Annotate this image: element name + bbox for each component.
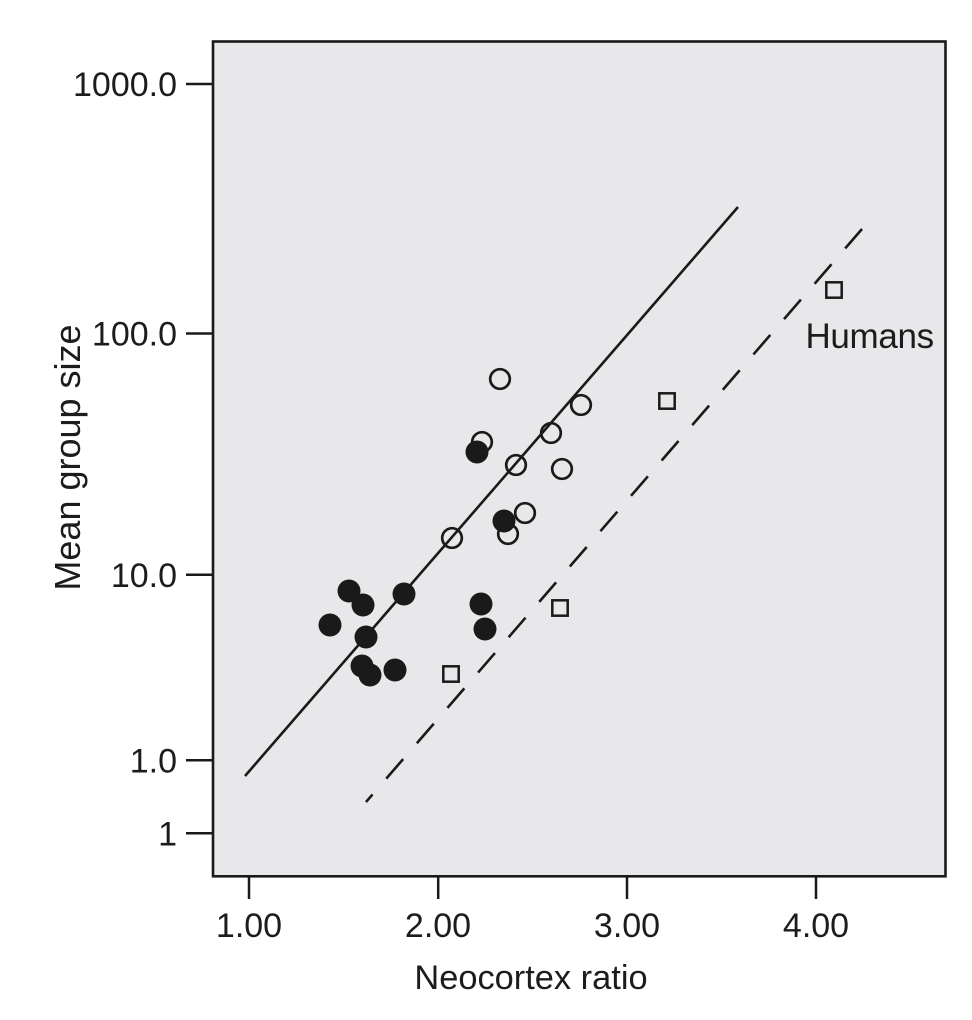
svg-text:10.0: 10.0	[111, 557, 177, 595]
svg-text:100.0: 100.0	[92, 316, 177, 354]
svg-text:1.0: 1.0	[130, 742, 177, 780]
svg-text:1000.0: 1000.0	[73, 66, 177, 104]
svg-text:1.00: 1.00	[216, 907, 282, 945]
svg-text:Humans: Humans	[806, 317, 934, 356]
svg-text:1: 1	[158, 815, 177, 853]
svg-text:Neocortex ratio: Neocortex ratio	[414, 959, 647, 997]
svg-text:Mean group size: Mean group size	[47, 324, 88, 590]
svg-text:2.00: 2.00	[405, 907, 471, 945]
svg-text:4.00: 4.00	[783, 907, 849, 945]
svg-text:3.00: 3.00	[594, 907, 660, 945]
